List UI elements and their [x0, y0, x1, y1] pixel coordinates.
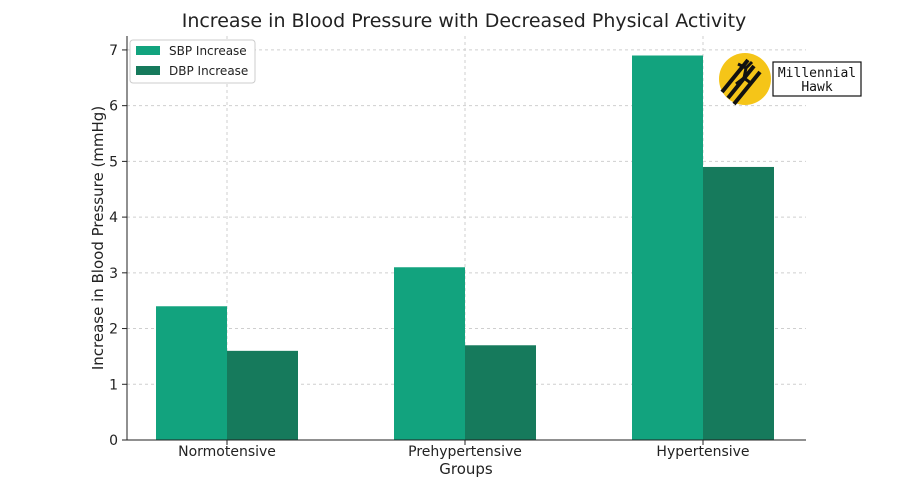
chart-title: Increase in Blood Pressure with Decrease… — [182, 10, 747, 32]
bar-dbp-normotensive — [227, 350, 298, 440]
bar-sbp-hypertensive — [632, 55, 703, 440]
x-tick-label: Hypertensive — [656, 444, 749, 460]
y-tick-label: 4 — [109, 210, 118, 226]
y-tick-label: 1 — [109, 377, 118, 393]
logo-text-line1: Millennial — [778, 66, 856, 81]
bar-sbp-prehypertensive — [394, 267, 465, 440]
y-ticks: 0 1 2 3 4 5 6 7 — [109, 43, 127, 449]
y-axis-label: Increase in Blood Pressure (mmHg) — [89, 106, 107, 370]
bar-sbp-normotensive — [156, 306, 227, 440]
x-tick-label: Prehypertensive — [408, 444, 522, 460]
legend-box — [129, 39, 256, 84]
x-tick-label: Normotensive — [178, 444, 276, 460]
legend: SBP Increase DBP Increase — [129, 39, 256, 84]
y-tick-label: 0 — [109, 433, 118, 449]
x-ticks: Normotensive Prehypertensive Hypertensive — [178, 440, 750, 460]
x-axis-label: Groups — [439, 460, 493, 478]
bars — [156, 55, 774, 440]
logo-textbox — [772, 61, 862, 97]
bar-dbp-hypertensive — [703, 166, 774, 440]
y-tick-label: 7 — [109, 43, 118, 59]
y-tick-label: 2 — [109, 322, 118, 338]
legend-swatch-dbp — [136, 66, 160, 75]
logo-text-line2: Hawk — [801, 80, 832, 95]
legend-swatch-sbp — [136, 46, 160, 55]
legend-label-sbp: SBP Increase — [169, 44, 247, 58]
legend-label-dbp: DBP Increase — [169, 64, 248, 78]
bar-dbp-prehypertensive — [465, 345, 536, 440]
y-tick-label: 5 — [109, 154, 118, 170]
logo-runner-icon — [735, 60, 754, 86]
millennial-hawk-logo: Millennial Hawk — [719, 53, 862, 106]
y-tick-label: 3 — [109, 266, 118, 282]
y-tick-label: 6 — [109, 99, 118, 115]
